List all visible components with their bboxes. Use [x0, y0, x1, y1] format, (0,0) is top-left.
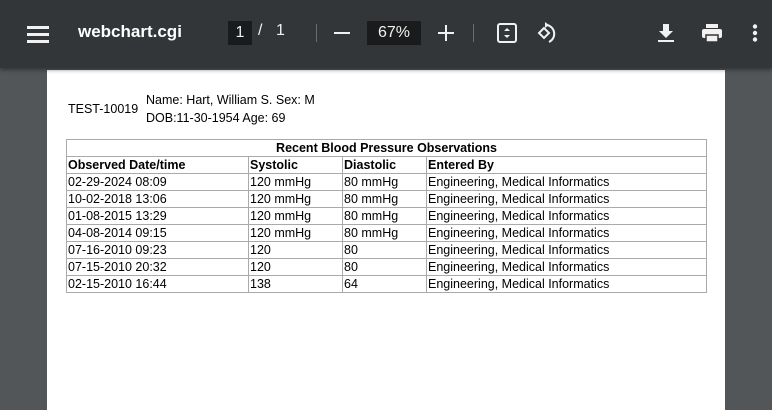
entered-by-cell: Engineering, Medical Informatics	[426, 207, 707, 225]
systolic-cell: 120	[248, 258, 343, 276]
observed-datetime-cell: 01-08-2015 13:29	[66, 207, 249, 225]
blood-pressure-table: Recent Blood Pressure Observations Obser…	[66, 139, 707, 293]
diastolic-cell: 64	[342, 275, 427, 293]
plus-icon	[438, 25, 454, 41]
print-button[interactable]	[699, 21, 725, 45]
systolic-cell: 120	[248, 241, 343, 259]
fit-to-page-icon	[497, 23, 517, 43]
zoom-input[interactable]: 67%	[367, 21, 421, 45]
diastolic-cell: 80 mmHg	[342, 207, 427, 225]
download-button[interactable]	[654, 21, 678, 45]
table-row: 07-16-2010 09:23 120 80 Engineering, Medica…	[66, 241, 707, 259]
table-row: 02-29-2024 08:09 120 mmHg 80 mmHg Engineeri…	[66, 173, 707, 191]
minus-icon	[334, 32, 350, 34]
total-pages: 1	[276, 22, 285, 39]
entered-by-cell: Engineering, Medical Informatics	[426, 241, 707, 259]
patient-id: TEST-10019	[68, 102, 139, 116]
zoom-out-button[interactable]	[331, 21, 353, 45]
divider	[316, 24, 317, 42]
zoom-in-button[interactable]	[435, 21, 457, 45]
column-header: Entered By	[426, 156, 707, 174]
more-vertical-icon	[752, 24, 758, 42]
systolic-cell: 120 mmHg	[248, 173, 343, 191]
entered-by-cell: Engineering, Medical Informatics	[426, 173, 707, 191]
patient-dob-age: DOB:11-30-1954 Age: 69	[146, 111, 286, 125]
more-options-button[interactable]	[745, 21, 765, 45]
observed-datetime-cell: 02-15-2010 16:44	[66, 275, 249, 293]
rotate-button[interactable]	[534, 21, 560, 45]
observed-datetime-cell: 04-08-2014 09:15	[66, 224, 249, 242]
diastolic-cell: 80 mmHg	[342, 190, 427, 208]
entered-by-cell: Engineering, Medical Informatics	[426, 258, 707, 276]
column-header: Systolic	[248, 156, 343, 174]
menu-icon[interactable]	[26, 22, 50, 46]
table-row: 04-08-2014 09:15 120 mmHg 80 mmHg Engineeri…	[66, 224, 707, 242]
entered-by-cell: Engineering, Medical Informatics	[426, 275, 707, 293]
observed-datetime-cell: 07-16-2010 09:23	[66, 241, 249, 259]
column-header: Diastolic	[342, 156, 427, 174]
systolic-cell: 138	[248, 275, 343, 293]
document-title: webchart.cgi	[78, 22, 182, 41]
entered-by-cell: Engineering, Medical Informatics	[426, 190, 707, 208]
table-row: 07-15-2010 20:32 120 80 Engineering, Medica…	[66, 258, 707, 276]
systolic-cell: 120 mmHg	[248, 190, 343, 208]
diastolic-cell: 80	[342, 241, 427, 259]
fit-page-button[interactable]	[495, 21, 519, 45]
page-number-input[interactable]: 1	[228, 21, 252, 45]
table-row: 01-08-2015 13:29 120 mmHg 80 mmHg Engineeri…	[66, 207, 707, 225]
systolic-cell: 120 mmHg	[248, 207, 343, 225]
download-icon	[658, 24, 674, 42]
systolic-cell: 120 mmHg	[248, 224, 343, 242]
observed-datetime-cell: 07-15-2010 20:32	[66, 258, 249, 276]
diastolic-cell: 80	[342, 258, 427, 276]
diastolic-cell: 80 mmHg	[342, 173, 427, 191]
rotate-counterclockwise-icon	[537, 22, 556, 43]
page-separator: /	[258, 22, 263, 39]
observed-datetime-cell: 10-02-2018 13:06	[66, 190, 249, 208]
pdf-page: TEST-10019 Name: Hart, William S. Sex: M…	[47, 70, 725, 410]
table-row: 02-15-2010 16:44 138 64 Engineering, Medica…	[66, 275, 707, 293]
table-title: Recent Blood Pressure Observations	[66, 139, 707, 157]
print-icon	[702, 24, 722, 43]
table-header-row: Observed Date/time Systolic Diastolic En…	[66, 156, 707, 174]
column-header: Observed Date/time	[66, 156, 249, 174]
entered-by-cell: Engineering, Medical Informatics	[426, 224, 707, 242]
divider	[473, 24, 474, 42]
pdf-toolbar: webchart.cgi 1 / 1 67%	[0, 0, 772, 68]
observed-datetime-cell: 02-29-2024 08:09	[66, 173, 249, 191]
diastolic-cell: 80 mmHg	[342, 224, 427, 242]
patient-name-sex: Name: Hart, William S. Sex: M	[146, 93, 315, 107]
table-row: 10-02-2018 13:06 120 mmHg 80 mmHg Engineeri…	[66, 190, 707, 208]
